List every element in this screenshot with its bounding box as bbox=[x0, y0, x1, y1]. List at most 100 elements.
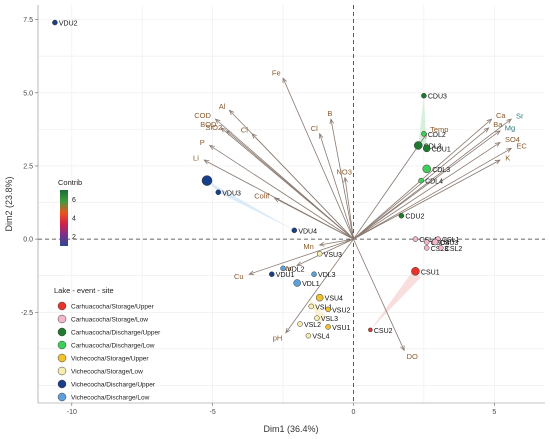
point-label: VSU1 bbox=[332, 325, 350, 332]
colorbar-tick-label: 2 bbox=[72, 234, 76, 241]
legend-entry: Vichecocha/Storage/Upper bbox=[71, 356, 149, 363]
legends: Contrib 2 4 6 Lake - event - site Carhuacocha… bbox=[54, 178, 161, 402]
variable-label: Fe bbox=[272, 69, 281, 78]
variable-arrow bbox=[226, 130, 354, 240]
legend-swatch bbox=[57, 327, 67, 337]
y-axis-label: Dim2 (23.8%) bbox=[4, 176, 14, 231]
variable-label: SO4 bbox=[505, 135, 520, 144]
point-label: VDL2 bbox=[287, 266, 305, 273]
arrow-head bbox=[318, 241, 325, 247]
x-tick-label: -10 bbox=[67, 409, 77, 416]
legend-swatch bbox=[57, 301, 67, 311]
variable-label: Ca bbox=[496, 111, 506, 120]
observation-point bbox=[325, 324, 331, 330]
colorbar-tick-label: 6 bbox=[72, 197, 76, 204]
point-label: CSU3 bbox=[440, 240, 459, 247]
point-label: VSL4 bbox=[312, 334, 329, 341]
legend-swatch bbox=[57, 314, 67, 324]
observation-point bbox=[316, 251, 323, 257]
observation-point bbox=[297, 321, 303, 327]
colorbar-title: Contrib bbox=[58, 178, 82, 187]
arrow-head bbox=[251, 133, 257, 139]
point-label: CSU1 bbox=[421, 269, 440, 276]
x-tick-label: 0 bbox=[352, 409, 356, 416]
point-label: VSU4 bbox=[325, 296, 343, 303]
x-tick-label: 5 bbox=[492, 409, 496, 416]
point-label: CDL4 bbox=[425, 179, 443, 186]
colorbar-tick-label: 4 bbox=[72, 216, 76, 223]
variable-arrow bbox=[353, 133, 428, 240]
variable-arrow bbox=[353, 148, 512, 240]
variable-label: Al bbox=[219, 102, 226, 111]
legend-swatch bbox=[57, 353, 67, 363]
point-label: CSU4 bbox=[431, 240, 450, 247]
observation-point bbox=[325, 306, 331, 313]
variable-arrow bbox=[353, 238, 405, 351]
arrow-head bbox=[494, 130, 501, 136]
arrow-head bbox=[506, 118, 513, 124]
variable-label: Mg bbox=[505, 123, 515, 132]
legend-swatch bbox=[57, 379, 67, 389]
variable-label: Cl bbox=[311, 124, 318, 133]
arrow-head bbox=[494, 159, 501, 165]
variable-label: P bbox=[200, 138, 205, 147]
arrow-head bbox=[208, 144, 215, 150]
axes: -10 -5 0 5 -2.5 0.0 2.5 5.0 7.5 bbox=[21, 5, 545, 416]
plot-panel bbox=[38, 5, 545, 403]
variable-label: DO bbox=[407, 352, 418, 361]
legend-title: Lake - event - site bbox=[54, 286, 114, 295]
observation-point bbox=[308, 303, 314, 310]
arrow-head bbox=[282, 77, 287, 84]
variable-arrow bbox=[282, 78, 354, 240]
observation-point bbox=[411, 267, 420, 276]
zero-lines bbox=[38, 5, 545, 403]
variable-arrow bbox=[296, 238, 354, 266]
observation-point bbox=[414, 141, 423, 150]
variable-label: Sr bbox=[516, 111, 524, 120]
observation-point bbox=[368, 327, 373, 333]
variable-label: NO3 bbox=[336, 168, 351, 177]
arrow-head bbox=[494, 141, 501, 147]
variable-arrow bbox=[251, 133, 354, 240]
point-label: CDU2 bbox=[405, 214, 424, 221]
point-label: VDU2 bbox=[59, 21, 78, 28]
observation-point bbox=[422, 164, 431, 174]
arrow-head bbox=[318, 132, 324, 139]
arrow-head bbox=[248, 270, 255, 276]
observation-point bbox=[412, 236, 419, 242]
legend-entry: Vichecocha/Discharge/Upper bbox=[71, 382, 156, 389]
variable-label: Temp bbox=[430, 125, 448, 134]
variable-label: SiO2 bbox=[205, 123, 222, 132]
y-tick-label: 5.0 bbox=[23, 90, 33, 97]
variable-label: COD bbox=[194, 111, 211, 120]
variable-label: Cl bbox=[241, 125, 248, 134]
observation-point bbox=[269, 271, 275, 277]
point-label: VDL3 bbox=[318, 272, 336, 279]
y-tick-label: -2.5 bbox=[21, 310, 33, 317]
colorbar bbox=[60, 190, 68, 246]
arrow-head bbox=[296, 261, 303, 266]
point-label: CSU2 bbox=[374, 328, 393, 335]
observation-point bbox=[418, 177, 424, 184]
arrow-head bbox=[486, 118, 493, 124]
variable-label: Ba bbox=[493, 120, 503, 129]
legend-entry: Carhuacocha/Storage/Low bbox=[71, 317, 148, 324]
observation-point bbox=[421, 131, 427, 137]
legend-swatch bbox=[57, 366, 67, 376]
variable-arrow bbox=[319, 238, 354, 246]
variable-label: pH bbox=[273, 334, 283, 343]
observation-point bbox=[291, 227, 298, 234]
variable-label: Cu bbox=[234, 272, 244, 281]
arrow-head bbox=[228, 109, 235, 116]
observation-point bbox=[438, 245, 444, 251]
variable-label: Li bbox=[193, 153, 199, 162]
variable-arrow bbox=[353, 142, 501, 240]
observation-point bbox=[314, 315, 320, 321]
observation-point bbox=[201, 175, 213, 186]
point-label: CDL3 bbox=[432, 167, 450, 174]
variable-arrow bbox=[353, 118, 512, 240]
grid bbox=[38, 5, 545, 403]
variable-arrow bbox=[274, 197, 354, 240]
